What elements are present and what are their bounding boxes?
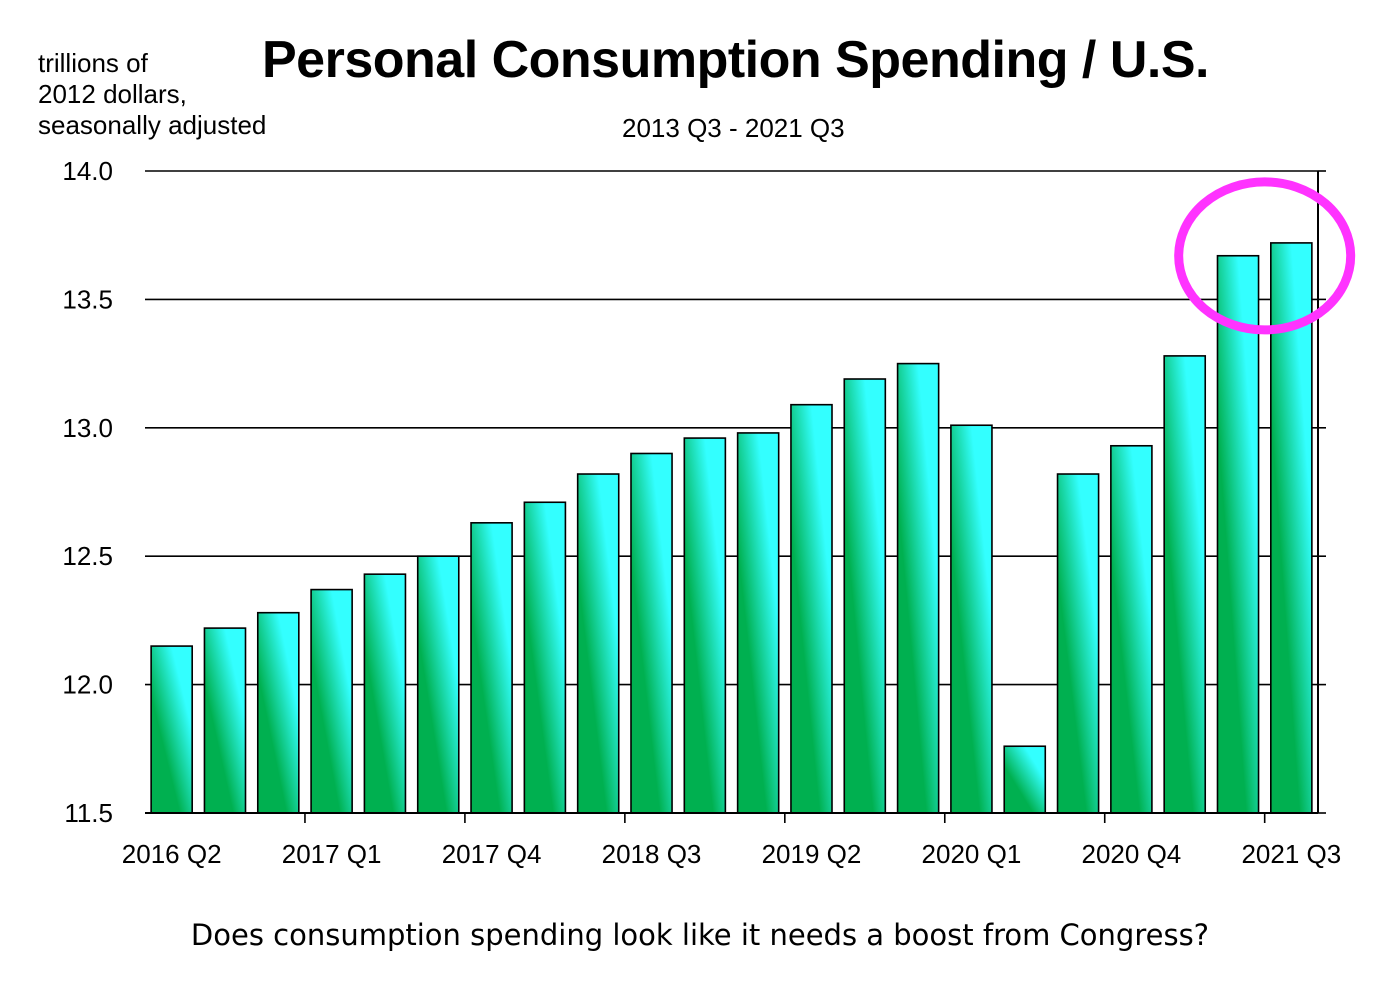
x-tick-label: 2020 Q4 [1082,839,1182,869]
bar-2016-q2 [150,645,193,814]
bars [150,242,1313,814]
y-tick-label: 13.0 [62,413,113,443]
highlight-circle [1174,177,1356,335]
bar-2021-q1 [1163,355,1207,814]
tick-labels: 11.5 12.0 12.5 13.0 13.5 14.0 2016 Q2 2017 Q1 20… [62,156,1341,869]
bar-2019-q2 [790,403,833,814]
chart-title: Personal Consumption Spending / U.S. [262,31,1209,89]
bar-2016-q4 [256,611,300,814]
bar-2018-q3 [630,452,673,814]
bar-2020-q4 [1110,444,1153,814]
chart-subtitle: 2013 Q3 - 2021 Q3 [622,113,845,143]
bar-2021-q3 [1270,242,1313,814]
bar-2020-q1 [950,424,993,814]
y-axis-label-line: seasonally adjusted [38,110,267,140]
bar-2017-q3 [416,555,460,814]
bar-2020-q2 [1003,745,1047,814]
y-tick-label: 13.5 [62,284,113,314]
bar-2021-q2 [1216,254,1260,814]
bar-2018-q4 [683,437,727,814]
bar-2020-q3 [1056,473,1100,814]
bar-2018-q2 [576,473,620,814]
y-tick-label: 11.5 [64,798,113,828]
bar-2019-q1 [736,432,780,814]
x-tick-label: 2017 Q4 [442,839,542,869]
caption-question: Does consumption spending look like it n… [190,918,1210,952]
y-tick-label: 12.0 [62,670,113,700]
x-tick-label: 2019 Q2 [762,839,862,869]
x-tick-label: 2021 Q3 [1241,839,1341,869]
axes [145,170,1326,823]
x-tick-label: 2020 Q1 [922,839,1022,869]
y-tick-label: 14.0 [62,156,113,186]
x-tick-label: 2017 Q1 [282,839,382,869]
x-tick-label: 2018 Q3 [602,839,702,869]
x-tick-label: 2016 Q2 [122,839,222,869]
bar-2019-q3 [843,378,887,814]
bar-2018-q1 [523,501,567,814]
y-axis-label-line: trillions of [38,48,148,78]
y-tick-label: 12.5 [62,541,113,571]
annotations [1174,177,1356,335]
bar-2017-q4 [470,522,513,814]
y-axis-label-line: 2012 dollars, [38,79,187,109]
bar-2017-q2 [363,573,407,814]
bar-2017-q1 [310,588,353,814]
bar-2016-q3 [203,627,247,814]
bar-2019-q4 [896,362,940,814]
y-axis-label: trillions of 2012 dollars, seasonally ad… [38,48,266,141]
